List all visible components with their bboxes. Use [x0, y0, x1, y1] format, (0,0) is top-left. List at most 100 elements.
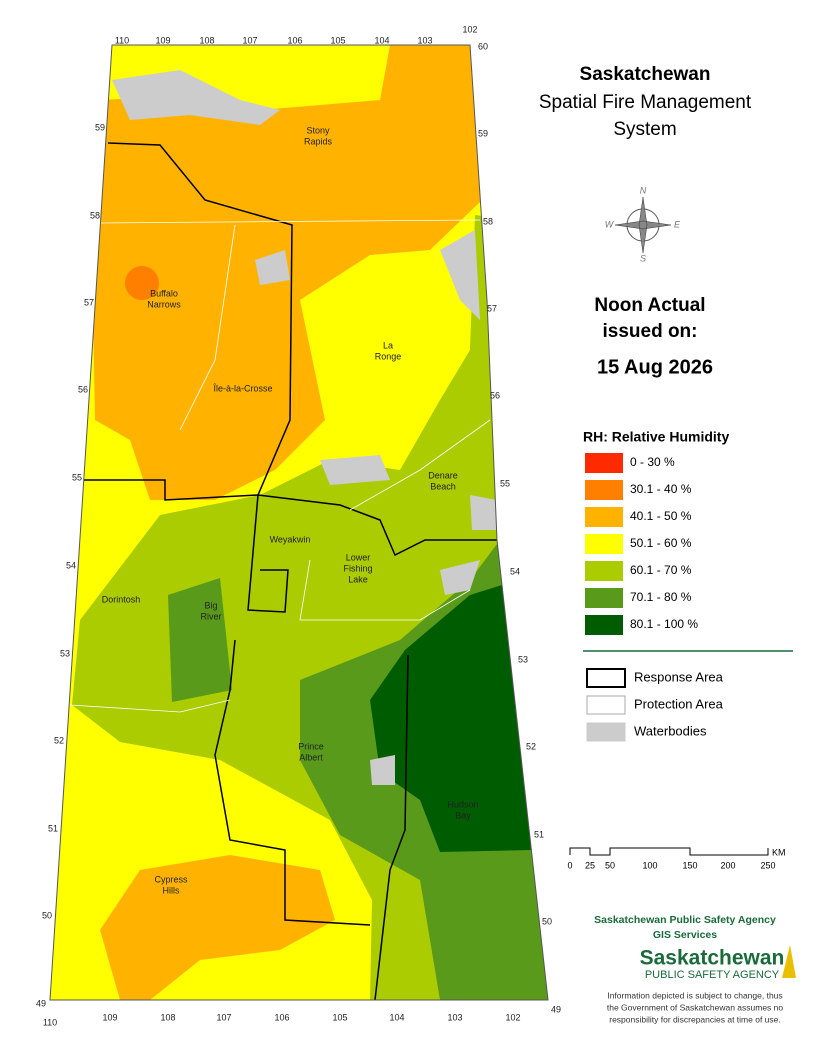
zone-70-80: [168, 578, 232, 702]
latitude-label: 52: [526, 741, 536, 751]
longitude-label: 104: [374, 35, 389, 45]
latitude-label: 57: [487, 303, 497, 313]
waterbody: [470, 495, 497, 530]
disclaimer: Information depicted is subject to chang…: [607, 990, 784, 1024]
legend: 0 - 30 % 30.1 - 40 % 40.1 - 50 % 50.1 - 60 …: [585, 453, 724, 742]
disclaimer-line: the Government of Saskatchewan assumes n…: [607, 1002, 784, 1012]
latitude-label: 52: [54, 735, 64, 745]
latitude-label: 53: [60, 648, 70, 658]
scale-bar: 0 25 50 100 150 200 250 KM: [567, 847, 785, 870]
legend-swatch: [585, 534, 623, 554]
place-label: Fishing: [343, 563, 372, 573]
response-areas: [55, 142, 500, 1000]
scale-label: 200: [720, 860, 735, 870]
zone-30-40: [125, 266, 159, 300]
response-boundary: [55, 142, 293, 501]
scale-label: 250: [760, 860, 775, 870]
place-label: Île-à-la-Crosse: [212, 383, 272, 393]
legend-title: RH: Relative Humidity: [583, 429, 729, 445]
legend-swatch: [585, 480, 623, 500]
latitude-label: 50: [542, 916, 552, 926]
zone-40-50: [100, 855, 335, 1000]
compass: N W E S: [605, 185, 681, 263]
response-boundary: [257, 494, 500, 557]
place-label: Dorintosh: [102, 594, 141, 604]
legend-swatch: [586, 722, 626, 742]
longitude-label: 108: [199, 35, 214, 45]
place-label: Buffalo: [150, 288, 178, 298]
compass-letter: S: [640, 253, 646, 263]
title-block: Saskatchewan Spatial Fire Management Sys…: [539, 64, 752, 140]
legend-label: 80.1 - 100 %: [630, 617, 698, 631]
place-label: Rapids: [304, 136, 333, 146]
place-label: Stony: [306, 125, 330, 135]
protection-boundary: [179, 224, 236, 431]
waterbody: [320, 455, 390, 485]
scale-label: 0: [567, 860, 572, 870]
compass-letter: W: [605, 219, 615, 229]
legend-label: Protection Area: [634, 696, 724, 711]
latitude-label: 54: [510, 566, 520, 576]
latitude-label: 59: [478, 128, 488, 138]
legend-label: Response Area: [634, 669, 724, 684]
place-label: Lower: [346, 552, 371, 562]
latitude-label: 51: [48, 823, 58, 833]
longitude-label: 110: [43, 1017, 57, 1027]
longitude-label: 106: [287, 35, 302, 45]
scale-label: 50: [605, 860, 615, 870]
place-label: Albert: [299, 752, 323, 762]
place-label: Beach: [430, 481, 456, 491]
longitude-label: 102: [505, 1012, 520, 1022]
issue-text: Noon Actual: [594, 295, 705, 316]
logo-mark: [782, 945, 796, 978]
latitude-label: 56: [490, 390, 500, 400]
legend-swatch: [585, 561, 623, 581]
response-boundary: [374, 654, 409, 1000]
latitude-label: 54: [66, 560, 76, 570]
longitude-label: 108: [160, 1012, 175, 1022]
zone-70-80: [470, 921, 510, 949]
latitude-label: 59: [95, 122, 105, 132]
compass-letter: E: [674, 219, 681, 229]
waterbody: [440, 560, 480, 595]
latitude-label: 56: [78, 384, 88, 394]
longitude-label: 105: [332, 1012, 347, 1022]
longitude-label: 107: [216, 1012, 231, 1022]
scale-line: [569, 847, 769, 856]
credits: Saskatchewan Public Safety Agency GIS Se…: [594, 914, 796, 981]
protection-boundary: [69, 699, 231, 713]
longitude-label: 103: [447, 1012, 462, 1022]
place-label: Bay: [455, 810, 471, 820]
longitude-label: 103: [417, 35, 432, 45]
agency-unit: GIS Services: [653, 929, 717, 941]
disclaimer-line: Information depicted is subject to chang…: [607, 990, 782, 1000]
scale-label: 150: [682, 860, 697, 870]
place-label: River: [200, 611, 221, 621]
place-label: Denare: [428, 470, 458, 480]
scale-label: 25: [585, 860, 595, 870]
place-label: Lake: [348, 574, 368, 584]
protection-boundary: [94, 219, 481, 224]
latitude-label: 49: [36, 998, 46, 1008]
legend-swatch: [585, 615, 623, 635]
issue-date: 15 Aug 2026: [597, 356, 713, 378]
issue-block: Noon Actual issued on: 15 Aug 2026: [594, 295, 713, 378]
graticule-labels: 110 109 108 107 106 105 104 1031026059585756555…: [36, 24, 561, 1027]
latitude-label: 55: [500, 478, 510, 488]
compass-letters: N W E S: [605, 185, 681, 263]
response-boundary: [214, 639, 371, 926]
latitude-label: 49: [551, 1004, 561, 1014]
latitude-label: 60: [478, 41, 488, 51]
latitude-label: 50: [42, 910, 52, 920]
response-boundary: [247, 494, 289, 613]
logo-main: Saskatchewan: [640, 947, 785, 970]
scale-label: 100: [642, 860, 657, 870]
protection-boundary: [349, 419, 491, 511]
place-label: La: [383, 340, 393, 350]
legend-swatch: [585, 507, 623, 527]
place-label: Weyakwin: [270, 534, 311, 544]
latitude-label: 53: [518, 654, 528, 664]
longitude-label: 106: [274, 1012, 289, 1022]
longitude-label: 109: [155, 35, 170, 45]
